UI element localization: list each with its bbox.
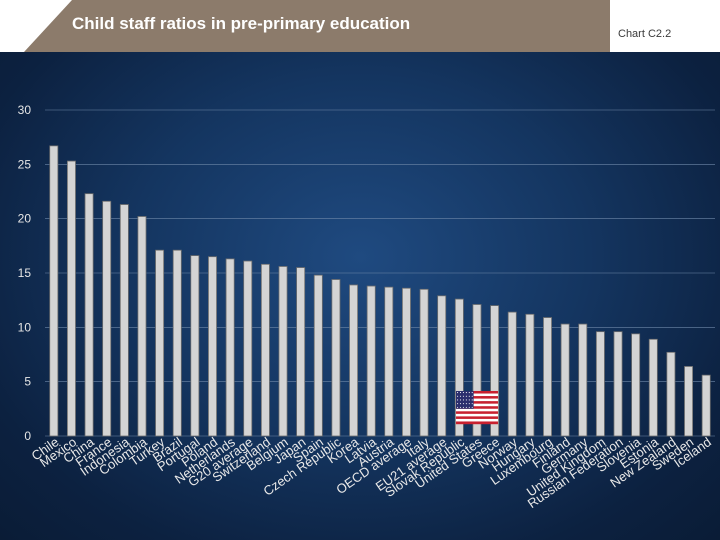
bar-norway (507, 311, 517, 437)
flag-star (468, 399, 470, 401)
bar-italy (419, 288, 429, 437)
flag-star (468, 406, 470, 408)
y-tick-label: 25 (18, 157, 32, 171)
x-axis-labels: ChileMexicoChinaFranceIndonesiaColombiaT… (29, 434, 714, 511)
bar-latvia (366, 285, 376, 437)
bar-g20-average (243, 260, 253, 437)
flag-stripe (455, 398, 498, 402)
us-flag-icon (455, 391, 498, 425)
bar-oecd-average (401, 287, 411, 437)
bar-colombia (137, 216, 147, 437)
flag-star (468, 392, 470, 394)
bar-eu21-average (437, 295, 447, 437)
flag-star (462, 403, 464, 405)
flag-star (459, 392, 462, 394)
flag-star (471, 399, 473, 401)
chart-reference: Chart C2.2 (618, 28, 672, 40)
bar-luxembourg (543, 317, 552, 437)
flag-stripe (455, 411, 498, 415)
flag-stripe (455, 406, 498, 409)
bar-hungary (525, 313, 535, 437)
bar-iceland (701, 374, 711, 437)
bar-japan (296, 267, 306, 437)
flag-star (462, 395, 464, 397)
flag-star (457, 392, 459, 394)
flag-stripe (455, 401, 498, 404)
y-tick-label: 10 (18, 320, 32, 334)
bar-brazil (172, 249, 182, 437)
flag-stripe (455, 396, 498, 399)
flag-star (459, 403, 462, 405)
bar-mexico (66, 160, 76, 437)
y-axis-ticks: 0 5 10 15 20 25 30 (18, 103, 32, 443)
flag-stripe (455, 408, 498, 412)
flag-star (462, 406, 464, 408)
flag-stripe (455, 416, 498, 420)
flag-star (471, 403, 473, 405)
bar-new-zealand (666, 351, 676, 437)
bar-sweden (684, 366, 694, 437)
bar-austria (384, 286, 394, 437)
bar-chile (49, 145, 59, 437)
bar-korea (349, 284, 359, 437)
header: Child staff ratios in pre-primary educat… (0, 0, 720, 52)
flag-star (459, 406, 462, 408)
bar-russian-federation (613, 331, 623, 437)
y-tick-label: 0 (24, 429, 31, 443)
title-band (24, 0, 610, 52)
bar-belgium (278, 266, 288, 437)
flag-star (465, 395, 467, 397)
flag-star (457, 395, 459, 397)
flag-star (462, 399, 464, 401)
flag-star (465, 403, 467, 405)
flag-stripe (455, 413, 498, 417)
flag-stripe (455, 418, 498, 422)
bar-china (84, 193, 94, 437)
flag-star (468, 395, 470, 397)
bar-netherlands (225, 258, 235, 437)
y-tick-label: 30 (18, 103, 32, 117)
flag-canton (455, 391, 474, 409)
bar-france (102, 200, 112, 437)
flag-star (457, 406, 459, 408)
flag-stripe (455, 393, 498, 397)
flag-star (457, 399, 459, 401)
bar-estonia (648, 338, 658, 437)
flag-star (462, 392, 464, 394)
bar-slovenia (631, 333, 641, 437)
flag-star (471, 406, 473, 408)
flag-star (459, 395, 462, 397)
y-tick-label: 5 (24, 375, 31, 389)
flag-layer (455, 391, 498, 425)
bar-germany (578, 323, 588, 437)
bars (49, 145, 711, 437)
flag-star (465, 399, 467, 401)
flag-star (468, 403, 470, 405)
flag-stripe (455, 391, 498, 394)
bar-spain (313, 274, 323, 437)
bar-united-states (472, 304, 482, 437)
flag-star (465, 406, 467, 408)
flag-stripe (455, 403, 498, 407)
bar-indonesia (119, 204, 129, 437)
bar-switzerland (260, 263, 270, 437)
flag-stripe (455, 421, 498, 425)
bar-czech-republic (331, 279, 341, 437)
bar-turkey (155, 249, 165, 437)
bar-poland (208, 256, 217, 437)
bar-united-kingdom (595, 331, 605, 437)
y-tick-label: 15 (18, 266, 32, 280)
bar-finland (560, 323, 570, 437)
flag-star (471, 392, 473, 394)
bar-slovak-republic (454, 298, 464, 437)
bar-portugal (190, 255, 200, 437)
flag-star (465, 392, 467, 394)
flag-star (471, 395, 473, 397)
bar-greece (490, 305, 500, 437)
flag-star (457, 403, 459, 405)
y-tick-label: 20 (18, 212, 32, 226)
flag-star (459, 399, 462, 401)
chart-title: Child staff ratios in pre-primary educat… (72, 14, 411, 33)
